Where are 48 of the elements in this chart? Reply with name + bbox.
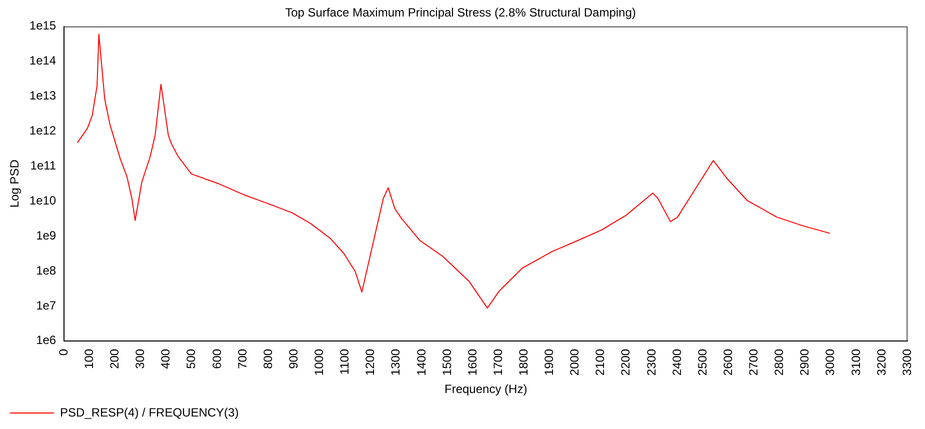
x-tick-label: 2300: [644, 348, 658, 376]
y-tick-label: 1e14: [29, 54, 56, 68]
y-tick-label: 1e15: [29, 18, 56, 33]
x-tick-label: 1100: [338, 348, 352, 375]
x-tick-label: 500: [184, 348, 198, 369]
x-tick-label: 2000: [568, 348, 582, 376]
x-tick-label: 1400: [414, 348, 428, 376]
x-tick-label: 3100: [848, 348, 863, 376]
x-tick-label: 2800: [772, 348, 786, 376]
x-tick-label: 2600: [720, 348, 735, 376]
y-axis-title: Log PSD: [8, 159, 22, 208]
x-tick-label: 600: [210, 348, 224, 369]
x-tick-label: 1800: [516, 348, 530, 376]
y-tick-label: 1e9: [36, 228, 56, 242]
x-tick-label: 1900: [542, 348, 556, 376]
chart-title: Top Surface Maximum Principal Stress (2.8% Structural Damping): [285, 6, 636, 20]
y-tick-label: 1e13: [29, 88, 56, 103]
x-tick-label: 2900: [798, 348, 812, 376]
x-tick-label: 900: [286, 348, 300, 369]
x-tick-label: 3200: [874, 348, 888, 376]
x-tick-label: 1500: [440, 348, 454, 376]
x-tick-label: 2200: [618, 348, 633, 376]
x-tick-label: 800: [260, 348, 275, 369]
y-tick-label: 1e11: [30, 158, 56, 172]
x-tick-label: 1700: [490, 348, 505, 376]
y-tick-label: 1e6: [36, 333, 56, 348]
x-tick-label: 3300: [900, 348, 914, 376]
x-tick-label: 2700: [746, 348, 761, 376]
legend-label: PSD_RESP(4) / FREQUENCY(3): [60, 405, 239, 420]
x-tick-label: 100: [82, 348, 96, 369]
y-tick-label: 1e8: [36, 263, 56, 278]
x-tick-label: 2500: [695, 348, 710, 376]
x-tick-label: 400: [158, 348, 173, 369]
x-tick-label: 700: [235, 348, 250, 369]
x-tick-label: 300: [133, 348, 148, 369]
x-tick-label: 200: [108, 348, 122, 369]
y-tick-label: 1e12: [29, 124, 56, 138]
y-tick-label: 1e10: [29, 193, 56, 208]
x-tick-label: 1600: [465, 348, 480, 376]
y-tick-label: 1e7: [36, 298, 56, 312]
x-tick-label: 1200: [363, 348, 378, 376]
x-axis-title: Frequency (Hz): [444, 382, 528, 396]
x-tick-label: 1000: [312, 348, 326, 376]
x-tick-label: 2100: [593, 348, 608, 376]
x-tick-label: 2400: [670, 348, 684, 376]
x-tick-label: 1300: [388, 348, 403, 376]
x-tick-label: 0: [56, 348, 70, 356]
x-tick-label: 3000: [823, 348, 838, 376]
